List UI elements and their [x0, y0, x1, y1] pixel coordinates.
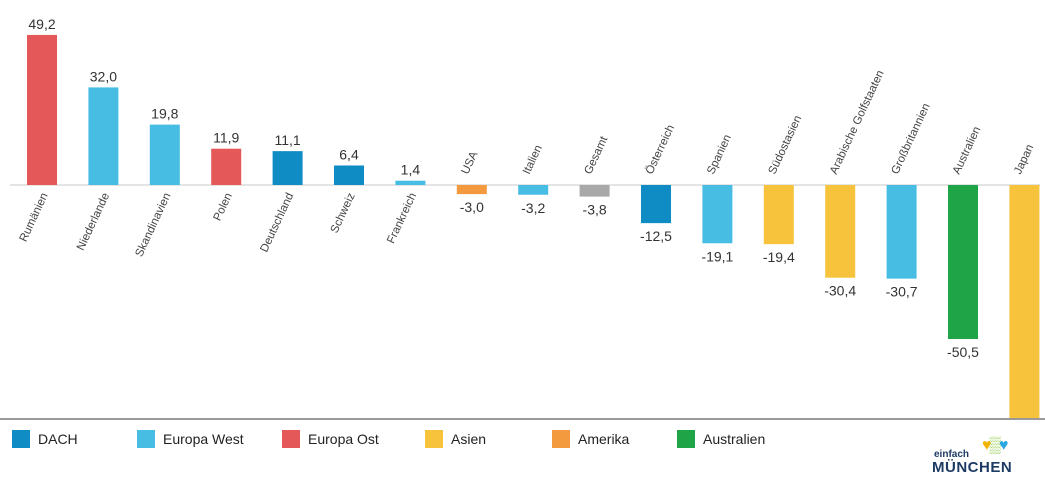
separator-line [0, 418, 1045, 420]
bar [702, 185, 733, 244]
value-label: -3,2 [521, 200, 545, 216]
category-label: Südostasien [767, 114, 805, 176]
category-label: Gesamt [582, 134, 610, 176]
logo-big-text: MÜNCHEN [932, 459, 1013, 476]
bar [886, 185, 917, 279]
legend-swatch [282, 430, 300, 448]
bar [579, 185, 610, 197]
category-label: Spanien [705, 133, 734, 176]
value-label: -19,1 [701, 248, 733, 264]
bar [456, 185, 487, 195]
legend-item-dach: DACH [12, 430, 78, 448]
category-label: Österreich [644, 123, 677, 176]
bar-chart: 49,2 Rumänien 32,0 Niederlande 19,8 Skandinav… [10, 16, 1040, 419]
bar [825, 185, 856, 278]
value-label: -30,7 [886, 284, 918, 300]
legend-item-europa-west: Europa West [137, 430, 244, 448]
logo-small-text: einfach [934, 449, 970, 460]
category-label: Arabische Golfstaaten [828, 69, 887, 177]
legend-item-europa-ost: Europa Ost [282, 430, 379, 448]
bar [518, 185, 549, 195]
value-label: -3,0 [460, 199, 484, 215]
category-label: Schweiz [329, 191, 358, 235]
bar [641, 185, 671, 224]
legend-label: Australien [703, 431, 766, 447]
legend-label: Asien [451, 431, 487, 447]
category-label: Deutschland [258, 191, 296, 254]
logo-mark-icon: ♥▒♥ [982, 437, 1008, 454]
legend-label: Europa Ost [308, 431, 379, 447]
value-label: -50,5 [947, 344, 979, 360]
legend-item-amerika: Amerika [552, 430, 629, 448]
bar [211, 148, 242, 185]
legend-label: Europa West [163, 431, 244, 447]
bar [334, 165, 364, 185]
category-label: Polen [212, 191, 235, 223]
value-label: -12,5 [640, 228, 672, 244]
bar [763, 185, 794, 245]
value-label: 6,4 [339, 146, 359, 162]
category-label: Skandinavien [133, 191, 173, 259]
value-label: 11,1 [274, 132, 300, 148]
bar [272, 151, 303, 185]
bar [1009, 185, 1040, 419]
bar [395, 180, 426, 185]
value-label: -19,4 [763, 249, 795, 265]
category-label: Italien [521, 143, 545, 176]
einfach-muenchen-logo: ♥▒♥ einfach MÜNCHEN [932, 437, 1042, 477]
bar [948, 185, 978, 340]
category-label: Frankreich [385, 191, 419, 245]
legend-swatch [425, 430, 443, 448]
legend-item-asien: Asien [425, 430, 486, 448]
value-label: 32,0 [90, 68, 117, 84]
bar [149, 124, 180, 185]
legend-swatch [677, 430, 695, 448]
legend-swatch [552, 430, 570, 448]
value-label: 11,9 [213, 130, 239, 146]
bar [88, 87, 119, 185]
category-label: Großbritannien [889, 102, 932, 177]
category-label: USA [460, 149, 481, 176]
value-label: -30,4 [824, 283, 856, 299]
value-label: -3,8 [583, 202, 607, 218]
value-label: 49,2 [28, 16, 55, 32]
category-label: Japan [1012, 143, 1036, 176]
legend: DACH Europa West Europa Ost Asien Amerik… [12, 430, 912, 454]
legend-swatch [12, 430, 30, 448]
category-label: Australien [951, 125, 983, 176]
legend-label: Amerika [578, 431, 630, 447]
category-label: Niederlande [75, 191, 112, 252]
legend-item-australien: Australien [677, 430, 765, 448]
legend-swatch [137, 430, 155, 448]
legend-label: DACH [38, 431, 78, 447]
value-label: 1,4 [401, 162, 421, 178]
bar [27, 34, 57, 185]
value-label: 19,8 [151, 106, 178, 122]
category-label: Rumänien [18, 191, 51, 244]
